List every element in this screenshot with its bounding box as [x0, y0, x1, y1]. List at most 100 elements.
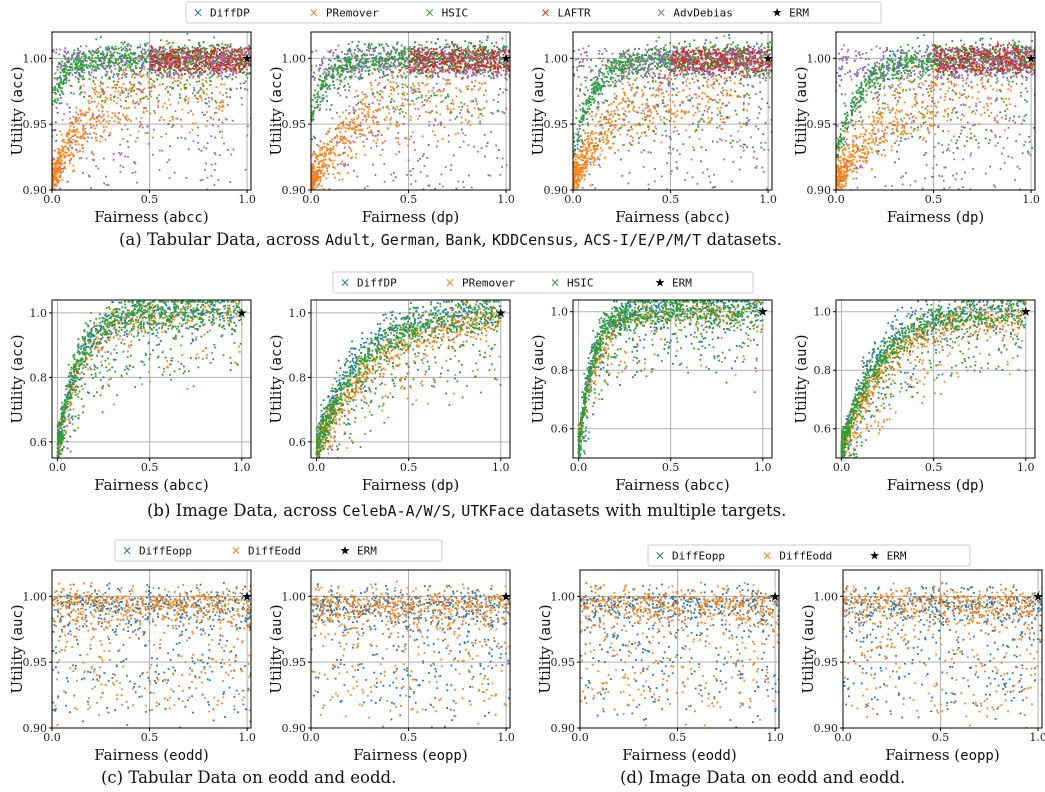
- legend-label: DiffDP: [357, 277, 397, 290]
- data-point: [87, 174, 90, 177]
- data-point: [389, 85, 392, 88]
- data-point: [113, 51, 116, 53]
- data-point: [64, 51, 67, 54]
- data-point: [74, 71, 76, 74]
- data-point: [113, 112, 116, 115]
- data-point: [188, 61, 190, 64]
- data-point: [371, 63, 373, 66]
- data-point: [169, 103, 172, 106]
- x-tick-label: 1.0: [238, 193, 256, 206]
- data-point: [181, 63, 184, 65]
- data-point: [166, 161, 169, 164]
- data-point: [505, 54, 508, 57]
- data-point: [418, 88, 420, 90]
- data-point: [311, 188, 314, 190]
- data-point: [168, 74, 171, 77]
- data-point: [55, 140, 57, 142]
- data-point: [195, 60, 198, 63]
- data-point: [498, 62, 500, 65]
- data-point: [68, 130, 71, 132]
- data-point: [194, 122, 197, 125]
- data-point: [383, 63, 386, 65]
- data-point: [343, 78, 346, 80]
- data-point: [163, 65, 166, 68]
- data-point: [476, 150, 479, 153]
- data-point: [496, 63, 499, 66]
- data-point: [458, 47, 461, 49]
- data-point: [234, 63, 237, 66]
- data-point: [349, 70, 352, 72]
- data-point: [67, 147, 69, 149]
- data-point: [198, 51, 200, 54]
- data-point: [152, 68, 154, 71]
- data-point: [496, 157, 499, 159]
- data-point: [196, 55, 199, 58]
- data-point: [344, 64, 346, 67]
- data-point: [455, 95, 458, 98]
- data-point: [177, 137, 179, 139]
- data-point: [215, 106, 217, 109]
- data-point: [74, 139, 77, 142]
- data-point: [139, 83, 142, 86]
- data-point: [112, 62, 115, 65]
- data-point: [213, 53, 215, 56]
- data-point: [114, 68, 117, 70]
- data-point: [425, 70, 428, 72]
- data-point: [494, 56, 496, 59]
- data-point: [469, 51, 472, 53]
- data-point: [103, 157, 105, 160]
- data-point: [483, 107, 486, 110]
- data-point: [479, 73, 482, 75]
- data-point: [320, 172, 323, 175]
- data-point: [146, 61, 148, 64]
- data-point: [458, 66, 461, 68]
- data-point: [222, 46, 225, 49]
- x-tick-label: 0.0: [43, 193, 61, 206]
- data-point: [326, 100, 328, 102]
- data-point: [373, 67, 376, 70]
- data-point: [324, 153, 327, 156]
- data-point: [501, 63, 504, 65]
- data-point: [152, 61, 154, 63]
- data-point: [90, 71, 93, 74]
- data-point: [63, 49, 66, 52]
- data-point: [349, 142, 352, 144]
- data-point: [480, 56, 482, 59]
- data-point: [52, 173, 55, 176]
- data-point: [76, 64, 79, 67]
- data-point: [60, 133, 63, 136]
- data-point: [200, 49, 202, 52]
- data-point: [64, 167, 66, 170]
- data-point: [201, 111, 204, 114]
- data-point: [101, 76, 103, 79]
- data-point: [230, 153, 233, 156]
- data-point: [436, 82, 438, 85]
- data-point: [476, 60, 479, 63]
- data-point: [225, 118, 228, 121]
- data-point: [226, 63, 229, 66]
- data-point: [471, 60, 474, 62]
- data-point: [336, 73, 339, 76]
- data-point: [133, 76, 136, 79]
- data-point: [428, 184, 431, 187]
- data-point: [173, 74, 176, 76]
- data-point: [398, 143, 401, 146]
- data-point: [73, 154, 75, 157]
- data-point: [124, 155, 127, 158]
- data-point: [463, 54, 466, 56]
- data-point: [168, 70, 171, 72]
- data-point: [321, 147, 324, 150]
- data-point: [430, 64, 432, 66]
- data-point: [371, 92, 374, 94]
- data-point: [138, 103, 140, 105]
- data-point: [94, 136, 97, 139]
- data-point: [171, 60, 174, 63]
- data-point: [340, 139, 343, 142]
- data-point: [169, 145, 171, 148]
- data-point: [373, 64, 376, 67]
- data-point: [476, 54, 479, 57]
- data-point: [100, 60, 103, 62]
- data-point: [220, 83, 223, 86]
- data-point: [444, 62, 447, 65]
- data-point: [191, 46, 194, 49]
